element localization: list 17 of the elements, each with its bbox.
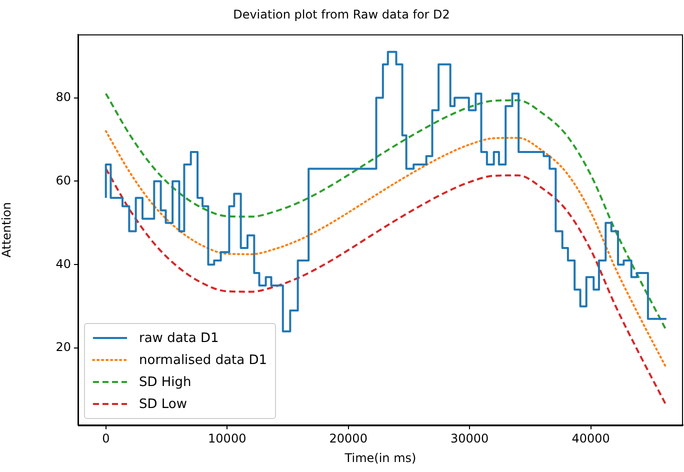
y-tick-label: 60 bbox=[56, 173, 71, 188]
x-tick-label: 20000 bbox=[329, 432, 368, 446]
x-tick-label: 0 bbox=[102, 432, 110, 446]
x-tick-label: 40000 bbox=[572, 432, 610, 446]
y-axis-title: Attention bbox=[0, 202, 14, 258]
y-tick-label: 20 bbox=[56, 340, 71, 354]
legend-label: SD Low bbox=[139, 396, 187, 412]
x-axis-title: Time(in ms) bbox=[344, 450, 416, 465]
legend-label: raw data D1 bbox=[139, 330, 219, 346]
chart-title: Deviation plot from Raw data for D2 bbox=[233, 7, 450, 22]
x-tick-label: 10000 bbox=[208, 432, 246, 446]
y-tick-label: 80 bbox=[56, 90, 71, 104]
x-tick-label: 30000 bbox=[450, 432, 489, 446]
y-tick-label: 40 bbox=[56, 256, 71, 271]
line-series bbox=[104, 130, 668, 370]
legend-label: normalised data D1 bbox=[139, 352, 268, 368]
legend-label: SD High bbox=[139, 374, 192, 390]
